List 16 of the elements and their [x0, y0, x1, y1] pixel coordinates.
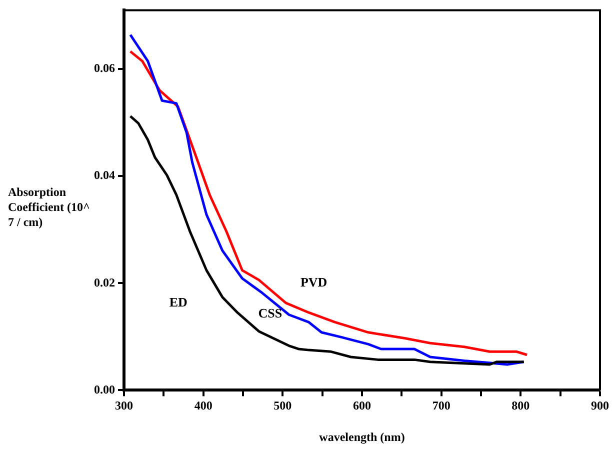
y-axis-title: Absorption Coefficient (10^ 7 / cm): [8, 185, 91, 230]
x-tick-label: 800: [512, 398, 530, 412]
y-tick-label: 0.06: [94, 61, 115, 76]
text: ED: [169, 294, 188, 310]
x-tick-label: 400: [194, 398, 212, 412]
series-label: PVD: [300, 274, 328, 290]
y-tick-label: 0.00: [94, 382, 115, 396]
x-tick-label: 700: [432, 398, 450, 412]
y-tick-label: 0.02: [94, 275, 115, 290]
series-label: CSS: [258, 306, 282, 321]
x-tick-label: 600: [353, 398, 371, 412]
x-tick-label: 300: [115, 398, 133, 412]
y-tick-label: 0.04: [94, 168, 115, 182]
x-axis-title: wavelength (nm): [319, 430, 405, 444]
x-tick-label: 500: [274, 398, 292, 412]
x-tick-label: 900: [591, 398, 609, 412]
